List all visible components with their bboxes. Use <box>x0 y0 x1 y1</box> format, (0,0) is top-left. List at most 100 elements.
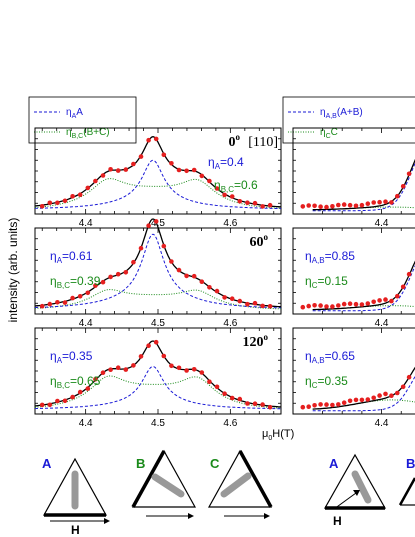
data-point <box>77 294 83 299</box>
data-point <box>55 200 60 206</box>
green-component-curve <box>34 375 281 409</box>
data-point <box>85 386 91 391</box>
data-point <box>400 284 406 290</box>
data-point <box>347 202 353 208</box>
data-point <box>222 192 227 198</box>
data-point <box>371 200 377 205</box>
data-point <box>260 303 265 309</box>
blue-component-curve <box>312 375 415 412</box>
data-point <box>245 200 250 205</box>
data-point <box>300 304 306 310</box>
data-point <box>85 290 91 296</box>
eta-a-label: ηA=0.35 <box>50 349 93 365</box>
data-point <box>330 204 335 209</box>
data-point <box>55 300 60 305</box>
data-point <box>47 402 53 408</box>
x-tick-label: 4.4 <box>79 218 93 229</box>
panels: 4.4 4.5 4.6 0o [110] ηA=0.4 ηB,C=0.6 4.4 4.5 4.6 6… <box>34 127 415 429</box>
blue-component-curve <box>34 159 282 210</box>
data-point <box>324 304 329 309</box>
data-point <box>93 178 98 184</box>
eta-bc-label: ηB,C=0.6 <box>214 178 258 194</box>
schematic-label-a: A <box>42 456 52 471</box>
data-point <box>267 202 273 208</box>
angle-label: 120o <box>243 332 269 350</box>
data-point <box>341 301 347 307</box>
data-point <box>62 198 68 204</box>
schematic-bar-a2 <box>351 470 372 504</box>
data-point <box>353 397 359 403</box>
data-point <box>395 293 400 299</box>
schematic-field-arrow-a2 <box>333 492 357 510</box>
data-point <box>77 192 83 197</box>
data-point <box>131 259 136 265</box>
data-point <box>371 299 377 305</box>
data-point <box>267 404 273 410</box>
data-point <box>176 365 182 371</box>
data-point <box>93 283 98 288</box>
x-tick-label: 4.4 <box>79 318 93 329</box>
data-point <box>377 199 382 205</box>
data-point <box>371 395 377 401</box>
data-point <box>191 167 197 173</box>
data-point <box>85 185 91 191</box>
data-point <box>55 398 60 404</box>
data-point <box>252 401 258 407</box>
data-point <box>383 391 388 397</box>
data-point <box>237 396 243 402</box>
data-point <box>377 298 382 303</box>
direction-label: [110] <box>248 135 278 150</box>
legend-blue-label: ηAA <box>66 107 83 120</box>
data-point <box>222 295 227 300</box>
eta-a-label: ηA=0.61 <box>50 249 93 265</box>
schematic-bar-c <box>220 472 252 498</box>
data-point <box>153 136 159 142</box>
data-point <box>184 273 189 279</box>
data-point <box>108 367 113 373</box>
data-point <box>39 204 45 209</box>
data-point <box>359 397 365 403</box>
blue-component-curve <box>34 366 281 410</box>
data-point <box>138 154 144 159</box>
data-point <box>300 204 306 209</box>
data-point <box>353 203 359 209</box>
data-point <box>312 403 317 408</box>
data-point <box>207 178 212 184</box>
schematic-edge-b <box>131 450 166 508</box>
legend-right: ηA,B(A+B) ηCC <box>282 96 415 144</box>
x-tick-label: 4.5 <box>151 318 165 329</box>
schematics: A H B C A H B <box>42 449 415 537</box>
data-point <box>115 365 121 371</box>
data-point <box>47 301 53 307</box>
data-point <box>123 367 129 372</box>
data-point <box>131 161 136 167</box>
data-point <box>123 270 129 275</box>
data-point <box>406 271 412 277</box>
data-point <box>312 203 317 209</box>
eta-a-label: ηA=0.4 <box>208 155 244 171</box>
x-tick-label: 4.6 <box>223 418 237 429</box>
x-tick-label: 4.4 <box>79 418 93 429</box>
right-panel-frame <box>292 327 415 415</box>
data-point <box>229 395 235 401</box>
data-point <box>306 404 312 410</box>
data-point <box>400 384 406 390</box>
total-fit-curve <box>312 158 415 211</box>
data-point <box>306 303 312 309</box>
data-point <box>365 201 371 206</box>
schematic-edge-c <box>238 450 273 508</box>
data-point <box>161 353 167 359</box>
data-point <box>146 343 151 349</box>
left-panel-1: 4.4 4.5 4.6 60o ηA=0.61 ηB,C=0.39 <box>34 218 282 329</box>
data-point <box>214 384 220 390</box>
data-point <box>406 374 412 380</box>
data-point <box>353 301 359 307</box>
blue-component-curve <box>312 265 415 312</box>
schematic-arrowhead-a2 <box>353 490 360 496</box>
data-point <box>330 304 335 309</box>
eta-bc-label: ηB,C=0.39 <box>50 274 101 290</box>
data-point <box>93 377 98 382</box>
